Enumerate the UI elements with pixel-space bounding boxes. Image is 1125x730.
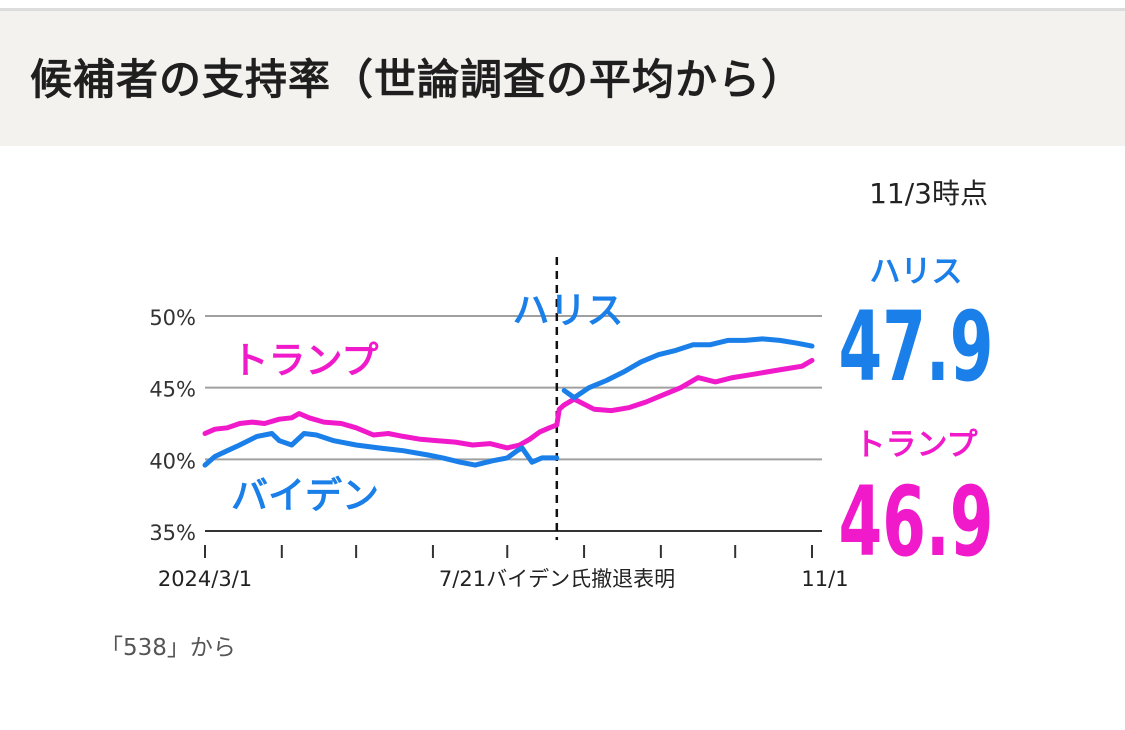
final-label-harris: ハリス [870, 254, 963, 290]
grid [205, 315, 822, 461]
page-title: 候補者の支持率（世論調査の平均から） [30, 55, 805, 104]
series-lines [202, 336, 815, 468]
source-note: 「538」から [100, 635, 236, 661]
top-rule [0, 8, 1125, 11]
line-biden [202, 431, 560, 468]
x-tick-label: 7/21バイデン氏撤退表明 [439, 567, 675, 591]
series-label-trump: トランプ [232, 339, 379, 382]
y-tick-label: 35% [149, 521, 196, 545]
series-label-harris: ハリス [513, 289, 624, 332]
x-tick-label: 2024/3/1 [158, 567, 252, 591]
y-tick-label: 50% [149, 306, 196, 330]
final-value-harris: 47.9 [839, 291, 994, 403]
series-label-biden: バイデン [231, 474, 379, 517]
y-tick-label: 40% [149, 449, 196, 473]
as-of-label: 11/3時点 [869, 177, 988, 210]
header-bar [0, 11, 1125, 146]
line-harris [561, 336, 815, 401]
y-tick-labels: 50% 45% 40% 35% [149, 306, 196, 545]
x-axis: 2024/3/1 7/21バイデン氏撤退表明 11/1 [158, 530, 849, 591]
y-tick-label: 45% [149, 378, 196, 402]
x-tick-label: 11/1 [801, 567, 848, 591]
final-label-trump: トランプ [854, 427, 978, 463]
final-value-trump: 46.9 [839, 466, 994, 578]
line-trump [202, 357, 815, 451]
